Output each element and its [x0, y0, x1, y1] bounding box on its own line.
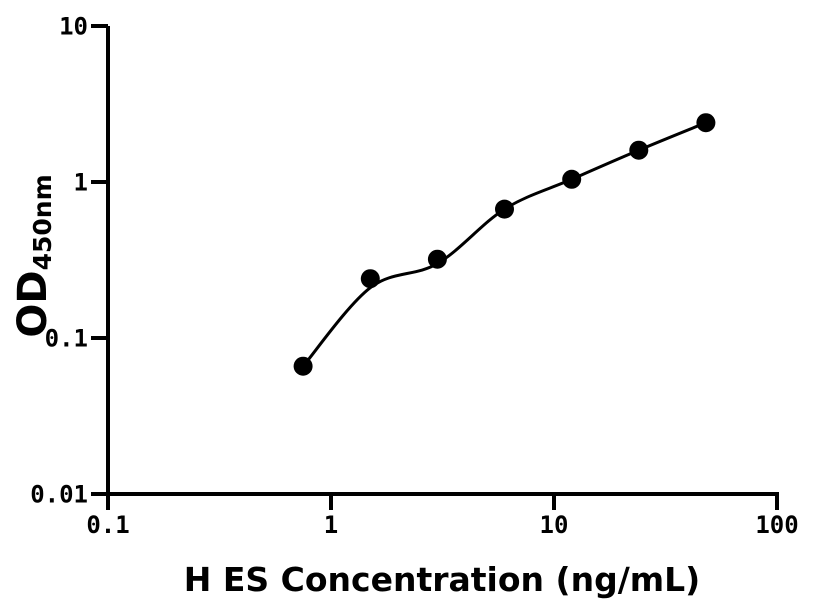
x-axis-tick-label: 0.1 [86, 511, 129, 539]
fit-curve [301, 121, 708, 368]
y-axis-tick-label: 0.01 [30, 481, 88, 509]
data-point [427, 249, 447, 269]
x-axis-tick-label: 1 [324, 511, 338, 539]
x-axis-tick-label: 10 [540, 511, 569, 539]
data-point [629, 140, 649, 160]
fit-curve-group [301, 121, 708, 368]
y-axis-tick-label: 0.1 [45, 325, 88, 353]
x-axis-title: H ES Concentration (ng/mL) [184, 560, 701, 599]
y-axis-title-main: OD [10, 270, 56, 337]
y-axis-title-subscript: 450nm [28, 174, 57, 270]
data-point [293, 356, 313, 376]
y-axis-tick-label: 10 [59, 13, 88, 41]
data-point [562, 169, 582, 189]
data-point [495, 199, 514, 219]
y-axis-title: OD450nm [10, 174, 57, 337]
data-points-group [293, 113, 716, 376]
data-point [360, 269, 380, 289]
x-axis-tick-label: 100 [755, 511, 798, 539]
y-axis-tick-label: 1 [74, 169, 88, 197]
y-tick-group: 0.01 0.1 1 10 [30, 13, 108, 509]
x-tick-group: 0.1 1 10 100 [86, 494, 799, 539]
data-point [696, 113, 716, 133]
